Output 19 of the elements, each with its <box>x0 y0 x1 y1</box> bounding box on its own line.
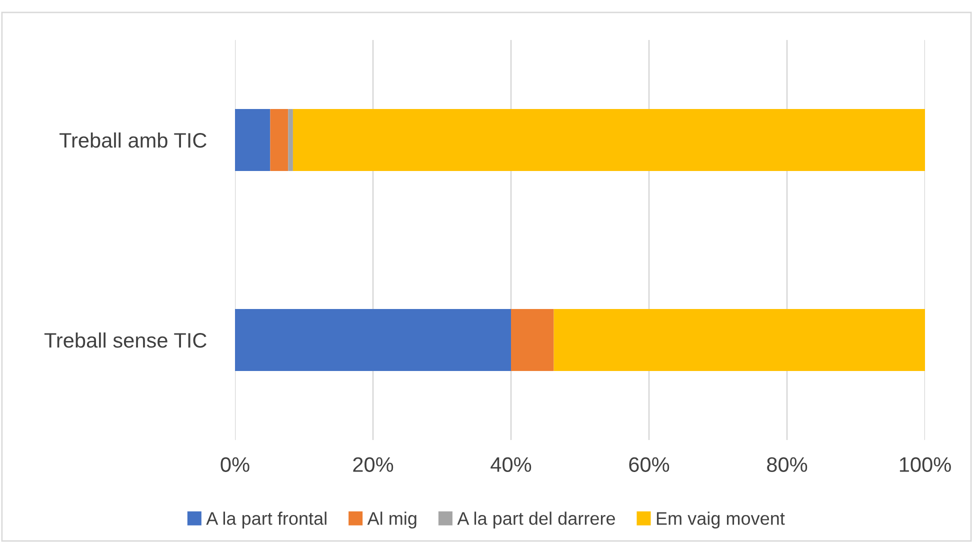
x-tick-label: 80% <box>767 457 808 472</box>
bar <box>288 109 293 171</box>
y-tick-label: Treball sense TIC <box>44 332 206 348</box>
legend-label: A la part del darrere <box>457 512 615 528</box>
bar <box>554 309 925 371</box>
bar <box>511 309 554 371</box>
y-tick-label: Treball amb TIC <box>60 132 206 148</box>
x-tick-label: 100% <box>900 457 951 472</box>
x-tick-label: 60% <box>629 457 670 472</box>
bar <box>270 109 288 171</box>
bar <box>235 309 511 371</box>
x-tick-label: 40% <box>490 457 532 472</box>
legend-label: Em vaig movent <box>656 512 785 528</box>
legend-label: Al mig <box>367 512 416 528</box>
bar <box>235 109 270 171</box>
x-tick-label: 0% <box>220 457 250 472</box>
legend-label: A la part frontal <box>206 512 326 528</box>
bar <box>292 109 925 171</box>
x-tick-label: 20% <box>353 457 394 472</box>
